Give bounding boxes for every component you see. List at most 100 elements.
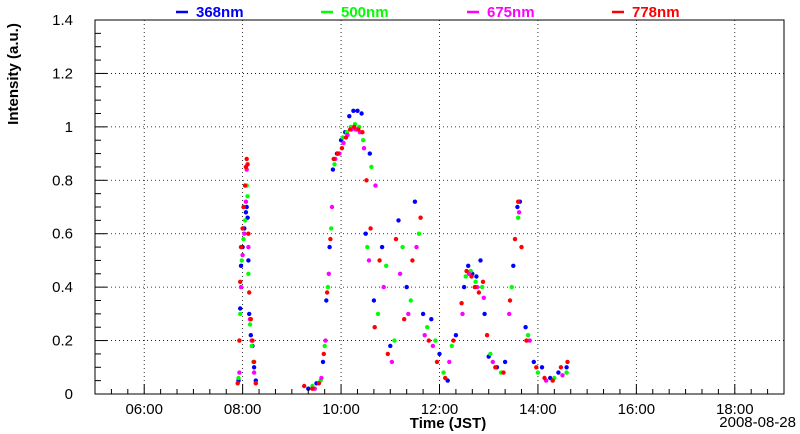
x-tick-label: 16:00 <box>618 401 656 418</box>
data-point <box>373 183 378 188</box>
data-point <box>453 333 459 338</box>
legend-label: 675nm <box>487 4 535 21</box>
data-point <box>466 263 471 268</box>
data-point <box>460 311 465 317</box>
data-point <box>322 343 327 349</box>
x-tick-label: 18:00 <box>716 401 754 418</box>
data-point <box>379 244 385 250</box>
data-point <box>381 284 386 290</box>
data-point <box>449 343 454 349</box>
data-point <box>480 284 485 290</box>
data-point <box>335 151 340 156</box>
data-point <box>340 135 345 140</box>
data-point <box>502 359 508 365</box>
data-point <box>524 338 529 343</box>
data-point <box>501 370 506 375</box>
data-point <box>565 359 570 365</box>
data-point <box>250 338 255 343</box>
data-point <box>443 375 448 381</box>
data-point <box>488 351 493 357</box>
data-point <box>507 298 513 303</box>
data-point <box>527 338 532 343</box>
data-point <box>469 274 474 279</box>
data-point <box>324 290 330 295</box>
data-point <box>245 162 250 167</box>
data-point <box>328 236 333 242</box>
data-point <box>329 204 335 210</box>
data-point <box>366 258 372 263</box>
data-point <box>371 298 377 303</box>
data-point <box>397 271 403 276</box>
data-point <box>253 381 258 386</box>
data-point <box>535 370 541 375</box>
data-point <box>531 359 536 365</box>
data-point <box>385 351 390 357</box>
data-point <box>564 370 569 375</box>
x-tick-label: 10:00 <box>322 401 360 418</box>
y-tick-label: 0 <box>65 386 73 403</box>
data-point <box>237 338 242 343</box>
data-point <box>251 365 257 370</box>
data-point <box>246 258 251 263</box>
y-tick-label: 1.2 <box>52 65 73 82</box>
data-point <box>434 359 440 365</box>
data-point <box>473 279 478 284</box>
data-point <box>525 333 531 338</box>
data-point <box>361 138 366 143</box>
data-point <box>361 146 367 151</box>
data-point <box>332 162 337 167</box>
data-point <box>238 244 244 250</box>
data-point <box>509 284 514 290</box>
data-point <box>493 365 498 370</box>
data-point <box>238 306 243 311</box>
data-point <box>484 333 490 338</box>
data-point <box>375 311 381 317</box>
data-point <box>389 359 395 365</box>
data-point <box>410 258 415 263</box>
data-point <box>564 365 569 370</box>
data-point <box>425 325 430 330</box>
data-point <box>243 199 249 204</box>
data-point <box>516 210 522 215</box>
data-point <box>249 343 254 349</box>
data-point <box>396 218 401 223</box>
data-point <box>251 370 257 375</box>
data-point <box>243 210 249 215</box>
data-point <box>236 375 241 381</box>
data-point <box>306 386 311 391</box>
data-point <box>534 365 539 370</box>
data-point <box>238 263 244 268</box>
data-point <box>248 333 253 338</box>
data-point <box>384 263 389 268</box>
data-point <box>464 268 469 274</box>
y-tick-label: 0.8 <box>52 172 73 189</box>
data-point <box>388 343 393 349</box>
y-tick-label: 0.2 <box>52 333 73 350</box>
date-label: 2008-08-28 <box>719 414 796 431</box>
data-point <box>238 279 243 284</box>
data-point <box>242 218 248 223</box>
data-point <box>360 130 365 135</box>
data-point <box>507 311 512 317</box>
data-point <box>247 290 252 295</box>
legend-label: 778nm <box>632 4 680 21</box>
data-point <box>347 127 353 132</box>
data-point <box>246 231 251 236</box>
legend: 368nm 500nm 675nm 778nm <box>176 4 680 21</box>
data-points <box>235 108 570 391</box>
data-point <box>242 183 248 188</box>
data-point <box>323 338 328 343</box>
data-point <box>325 284 331 290</box>
data-point <box>324 298 329 303</box>
data-point <box>539 365 545 370</box>
data-point <box>245 194 250 199</box>
data-point <box>356 127 361 132</box>
data-point <box>352 124 357 130</box>
data-point <box>472 284 477 290</box>
data-point <box>238 311 243 317</box>
data-point <box>461 284 467 290</box>
data-point <box>420 311 426 317</box>
data-point <box>418 215 423 220</box>
data-point <box>244 204 249 210</box>
data-point <box>327 244 332 250</box>
